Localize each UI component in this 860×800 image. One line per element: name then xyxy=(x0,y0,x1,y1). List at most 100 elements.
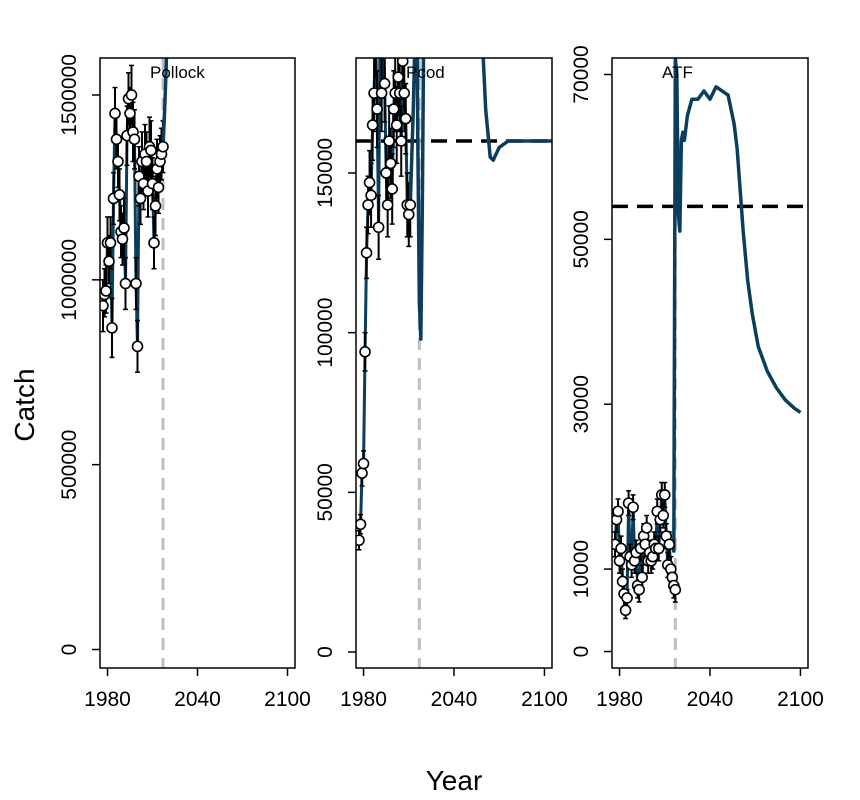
projection-line xyxy=(161,58,169,147)
panel-title: Pcod xyxy=(406,63,445,82)
data-point xyxy=(140,155,153,168)
data-point xyxy=(395,135,408,147)
y-tick-label: 1500000 xyxy=(58,54,81,136)
data-point xyxy=(669,583,682,596)
data-point xyxy=(371,103,383,115)
data-point xyxy=(110,133,123,146)
data-point xyxy=(357,457,370,470)
data-point xyxy=(627,501,639,514)
x-tick-label: 2040 xyxy=(174,688,221,711)
data-point xyxy=(384,157,397,170)
data-point xyxy=(125,89,138,101)
data-point xyxy=(615,542,627,555)
data-point xyxy=(404,199,417,211)
data-point xyxy=(130,277,142,290)
data-point xyxy=(124,107,136,120)
projection-line xyxy=(672,58,802,553)
data-point xyxy=(100,299,109,312)
y-tick-label: 70000 xyxy=(570,45,593,103)
y-axis-title: Catch xyxy=(9,368,40,441)
data-point xyxy=(396,58,409,67)
data-point xyxy=(103,255,115,268)
data-point xyxy=(380,167,392,179)
data-point xyxy=(106,322,118,334)
data-point xyxy=(113,188,126,201)
data-point xyxy=(663,538,676,551)
panel-title: ATF xyxy=(662,63,693,82)
data-point xyxy=(104,237,117,249)
panel-2: ATF 1980 2040 2100 0 10000 30000 50000 70000 xyxy=(570,45,824,711)
data-point xyxy=(387,103,400,115)
data-point xyxy=(402,208,415,221)
data-point xyxy=(378,0,388,9)
data-point xyxy=(100,285,112,297)
data-point xyxy=(392,71,405,83)
y-tick-label: 30000 xyxy=(570,375,593,433)
x-tick-label: 2100 xyxy=(521,688,568,711)
data-point xyxy=(375,87,388,99)
y-tick-label: 150000 xyxy=(314,138,337,208)
x-tick-label: 2040 xyxy=(687,688,734,711)
x-axis-title: Year xyxy=(426,765,483,796)
x-tick-label: 2100 xyxy=(264,688,311,711)
y-tick-label: 50000 xyxy=(570,210,593,268)
panel-frame xyxy=(99,57,296,669)
data-point xyxy=(375,8,385,18)
data-point xyxy=(378,77,391,90)
y-tick-label: 0 xyxy=(570,646,593,658)
data-point xyxy=(633,583,645,596)
data-point xyxy=(652,542,665,555)
x-tick-label: 1980 xyxy=(84,688,131,711)
data-point xyxy=(365,189,377,202)
panel-1: Pcod 1980 2040 2100 0 50000 100000 150000 xyxy=(314,0,568,711)
x-tick-label: 1980 xyxy=(596,688,643,711)
data-point xyxy=(116,233,129,245)
y-tick-label: 1000000 xyxy=(58,239,81,321)
x-tick-label: 2100 xyxy=(777,688,824,711)
data-point xyxy=(383,135,395,147)
plot-area xyxy=(356,0,552,668)
panel-title: Pollock xyxy=(150,63,205,82)
data-point xyxy=(386,183,398,195)
data-point xyxy=(398,87,411,99)
data-point xyxy=(356,534,365,547)
data-point xyxy=(362,199,374,211)
y-tick-label: 10000 xyxy=(570,540,593,598)
plot-area xyxy=(100,58,169,668)
data-point xyxy=(657,509,670,522)
data-point xyxy=(109,107,121,120)
data-point xyxy=(112,155,124,168)
data-point xyxy=(612,505,624,518)
y-tick-label: 0 xyxy=(314,646,337,658)
data-point xyxy=(613,555,626,567)
data-point xyxy=(658,489,671,501)
plot-area xyxy=(612,58,808,668)
data-point xyxy=(390,119,403,131)
data-point xyxy=(157,140,169,153)
data-point xyxy=(363,176,376,189)
data-point xyxy=(621,592,633,604)
data-point xyxy=(149,200,162,212)
data-point xyxy=(128,133,141,146)
data-point xyxy=(372,221,385,234)
y-tick-label: 0 xyxy=(58,644,81,656)
y-tick-label: 500000 xyxy=(58,430,81,500)
data-point xyxy=(131,340,144,353)
data-point xyxy=(119,277,132,290)
data-point xyxy=(145,144,157,157)
data-point xyxy=(356,518,367,531)
data-point xyxy=(640,522,653,534)
x-tick-label: 2040 xyxy=(431,688,478,711)
data-point xyxy=(399,112,412,125)
y-tick-label: 100000 xyxy=(314,298,337,368)
data-point xyxy=(636,571,648,584)
data-point xyxy=(616,575,629,588)
data-point xyxy=(152,181,165,194)
data-point xyxy=(381,199,394,211)
data-point xyxy=(371,31,381,41)
y-tick-label: 50000 xyxy=(314,463,337,521)
panel-0: Pollock 1980 2040 2100 0 500000 1000000 1500000 xyxy=(58,54,311,711)
data-point xyxy=(359,346,371,358)
